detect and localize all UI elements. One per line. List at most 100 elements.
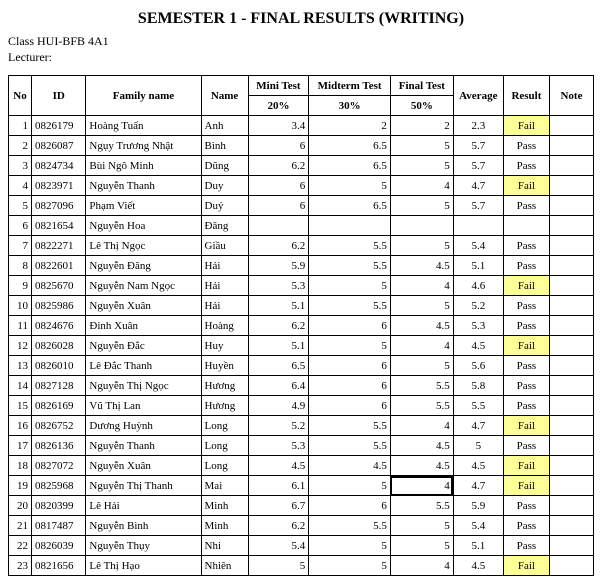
cell-mid[interactable]: 5 (309, 336, 391, 356)
cell-note[interactable] (549, 256, 593, 276)
cell-note[interactable] (549, 516, 593, 536)
cell-final[interactable]: 4 (390, 336, 453, 356)
cell-id[interactable]: 0817487 (32, 516, 86, 536)
cell-id[interactable]: 0823971 (32, 176, 86, 196)
cell-avg[interactable]: 5.3 (453, 316, 503, 336)
cell-mini[interactable]: 5.3 (248, 436, 309, 456)
cell-family[interactable]: Hoàng Tuấn (86, 116, 201, 136)
cell-avg[interactable]: 5.8 (453, 376, 503, 396)
cell-mid[interactable]: 6 (309, 356, 391, 376)
cell-final[interactable]: 4 (390, 276, 453, 296)
cell-family[interactable]: Nguyễn Thanh (86, 436, 201, 456)
cell-note[interactable] (549, 476, 593, 496)
cell-name[interactable]: Hải (201, 276, 248, 296)
cell-no[interactable]: 9 (9, 276, 32, 296)
cell-result[interactable]: Fail (503, 116, 549, 136)
cell-result[interactable]: Pass (503, 196, 549, 216)
cell-avg[interactable]: 5.7 (453, 196, 503, 216)
cell-note[interactable] (549, 136, 593, 156)
cell-avg[interactable]: 4.6 (453, 276, 503, 296)
cell-family[interactable]: Lê Hải (86, 496, 201, 516)
cell-note[interactable] (549, 536, 593, 556)
cell-name[interactable]: Hoàng (201, 316, 248, 336)
cell-mid[interactable]: 5.5 (309, 296, 391, 316)
cell-name[interactable]: Duý (201, 196, 248, 216)
cell-mid[interactable]: 6 (309, 376, 391, 396)
cell-name[interactable]: Hương (201, 396, 248, 416)
cell-result[interactable]: Pass (503, 156, 549, 176)
cell-mid[interactable] (309, 216, 391, 236)
cell-mini[interactable]: 6.2 (248, 156, 309, 176)
cell-mid[interactable]: 6 (309, 396, 391, 416)
cell-no[interactable]: 11 (9, 316, 32, 336)
cell-mid[interactable]: 5 (309, 536, 391, 556)
cell-id[interactable]: 0821654 (32, 216, 86, 236)
cell-result[interactable]: Pass (503, 396, 549, 416)
cell-note[interactable] (549, 116, 593, 136)
cell-no[interactable]: 12 (9, 336, 32, 356)
cell-mid[interactable]: 5.5 (309, 256, 391, 276)
cell-name[interactable]: Nhiên (201, 556, 248, 576)
cell-result[interactable]: Pass (503, 296, 549, 316)
cell-avg[interactable]: 5.4 (453, 236, 503, 256)
cell-id[interactable]: 0826179 (32, 116, 86, 136)
cell-avg[interactable]: 5.6 (453, 356, 503, 376)
cell-final[interactable]: 5.5 (390, 376, 453, 396)
cell-note[interactable] (549, 276, 593, 296)
cell-mini[interactable]: 6 (248, 136, 309, 156)
cell-result[interactable]: Pass (503, 496, 549, 516)
cell-result[interactable]: Pass (503, 256, 549, 276)
cell-result[interactable]: Fail (503, 456, 549, 476)
cell-family[interactable]: Nguyễn Xuân (86, 296, 201, 316)
cell-no[interactable]: 8 (9, 256, 32, 276)
cell-result[interactable]: Fail (503, 476, 549, 496)
cell-name[interactable]: Minh (201, 496, 248, 516)
cell-note[interactable] (549, 416, 593, 436)
cell-family[interactable]: Nguyễn Thị Thanh (86, 476, 201, 496)
cell-note[interactable] (549, 236, 593, 256)
cell-name[interactable]: Duy (201, 176, 248, 196)
cell-family[interactable]: Dương Huỳnh (86, 416, 201, 436)
cell-id[interactable]: 0827096 (32, 196, 86, 216)
cell-mini[interactable]: 6 (248, 176, 309, 196)
cell-mini[interactable]: 6.4 (248, 376, 309, 396)
cell-final[interactable]: 5 (390, 356, 453, 376)
cell-result[interactable]: Pass (503, 236, 549, 256)
cell-result[interactable]: Pass (503, 536, 549, 556)
cell-avg[interactable]: 4.5 (453, 456, 503, 476)
cell-mini[interactable]: 5.9 (248, 256, 309, 276)
cell-id[interactable]: 0827128 (32, 376, 86, 396)
cell-result[interactable]: Fail (503, 416, 549, 436)
cell-note[interactable] (549, 216, 593, 236)
cell-avg[interactable]: 4.5 (453, 556, 503, 576)
cell-final[interactable]: 4.5 (390, 316, 453, 336)
cell-result[interactable]: Pass (503, 316, 549, 336)
cell-note[interactable] (549, 316, 593, 336)
cell-mini[interactable]: 4.9 (248, 396, 309, 416)
cell-avg[interactable]: 2.3 (453, 116, 503, 136)
cell-id[interactable]: 0822601 (32, 256, 86, 276)
cell-family[interactable]: Vũ Thị Lan (86, 396, 201, 416)
cell-family[interactable]: Nguyễn Nam Ngọc (86, 276, 201, 296)
cell-no[interactable]: 19 (9, 476, 32, 496)
cell-no[interactable]: 3 (9, 156, 32, 176)
cell-name[interactable]: Giầu (201, 236, 248, 256)
cell-family[interactable]: Đinh Xuân (86, 316, 201, 336)
cell-avg[interactable]: 5.1 (453, 256, 503, 276)
cell-final[interactable]: 2 (390, 116, 453, 136)
cell-family[interactable]: Lê Đắc Thanh (86, 356, 201, 376)
cell-final[interactable]: 4 (390, 416, 453, 436)
cell-note[interactable] (549, 336, 593, 356)
cell-id[interactable]: 0826087 (32, 136, 86, 156)
cell-id[interactable]: 0824676 (32, 316, 86, 336)
cell-mini[interactable]: 6.2 (248, 236, 309, 256)
cell-id[interactable]: 0825986 (32, 296, 86, 316)
cell-id[interactable]: 0821656 (32, 556, 86, 576)
cell-mini[interactable]: 6.2 (248, 516, 309, 536)
cell-no[interactable]: 15 (9, 396, 32, 416)
cell-family[interactable]: Phạm Viết (86, 196, 201, 216)
cell-id[interactable]: 0824734 (32, 156, 86, 176)
cell-id[interactable]: 0826136 (32, 436, 86, 456)
cell-final[interactable]: 5 (390, 236, 453, 256)
cell-result[interactable]: Fail (503, 176, 549, 196)
